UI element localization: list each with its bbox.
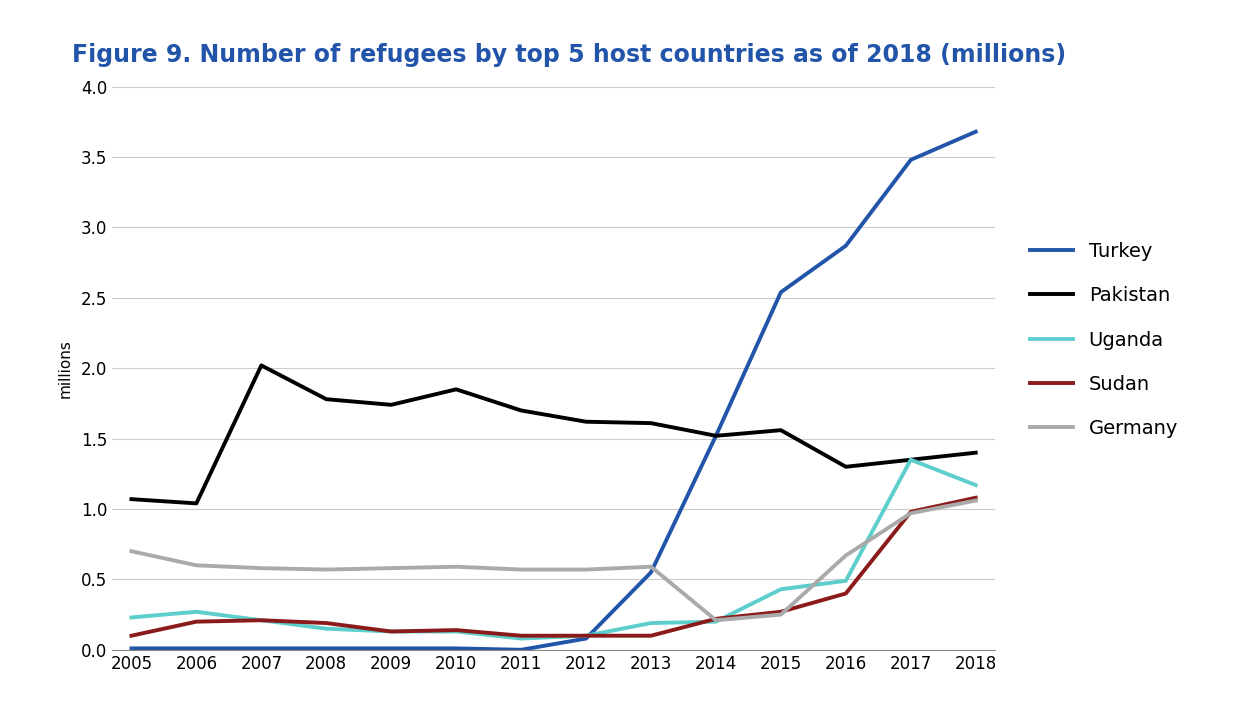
Pakistan xyxy=(968,448,983,457)
Germany xyxy=(383,564,398,573)
Turkey xyxy=(903,155,918,164)
Pakistan xyxy=(903,456,918,464)
Germany xyxy=(709,616,724,625)
Uganda xyxy=(254,616,269,625)
Germany xyxy=(254,564,269,573)
Germany xyxy=(774,610,789,619)
Uganda xyxy=(514,634,529,643)
Germany xyxy=(449,562,464,571)
Line: Germany: Germany xyxy=(132,500,975,620)
Turkey xyxy=(578,634,593,643)
Turkey xyxy=(838,241,853,250)
Turkey xyxy=(774,288,789,297)
Germany xyxy=(643,562,658,571)
Pakistan xyxy=(318,395,333,404)
Sudan xyxy=(124,631,139,640)
Germany xyxy=(903,509,918,518)
Uganda xyxy=(189,607,204,616)
Turkey xyxy=(189,644,204,653)
Line: Sudan: Sudan xyxy=(132,497,975,636)
Sudan xyxy=(383,627,398,636)
Pakistan xyxy=(838,462,853,471)
Sudan xyxy=(514,631,529,640)
Uganda xyxy=(318,625,333,633)
Uganda xyxy=(383,627,398,636)
Germany xyxy=(578,565,593,574)
Uganda xyxy=(903,456,918,464)
Legend: Turkey, Pakistan, Uganda, Sudan, Germany: Turkey, Pakistan, Uganda, Sudan, Germany xyxy=(1023,234,1186,446)
Sudan xyxy=(318,619,333,627)
Line: Uganda: Uganda xyxy=(132,460,975,638)
Uganda xyxy=(709,617,724,626)
Sudan xyxy=(709,614,724,623)
Uganda xyxy=(449,627,464,636)
Sudan xyxy=(838,589,853,598)
Sudan xyxy=(903,508,918,516)
Germany xyxy=(124,547,139,556)
Sudan xyxy=(643,631,658,640)
Pakistan xyxy=(449,385,464,393)
Sudan xyxy=(774,607,789,616)
Uganda xyxy=(774,585,789,593)
Turkey xyxy=(318,644,333,653)
Pakistan xyxy=(254,361,269,370)
Uganda xyxy=(124,613,139,622)
Uganda xyxy=(578,631,593,640)
Sudan xyxy=(968,493,983,502)
Pakistan xyxy=(383,401,398,409)
Uganda xyxy=(643,619,658,627)
Uganda xyxy=(838,576,853,585)
Y-axis label: millions: millions xyxy=(57,339,72,398)
Germany xyxy=(968,496,983,505)
Turkey xyxy=(968,127,983,136)
Sudan xyxy=(254,616,269,625)
Pakistan xyxy=(578,417,593,426)
Turkey xyxy=(643,568,658,577)
Turkey xyxy=(124,644,139,653)
Sudan xyxy=(449,626,464,635)
Germany xyxy=(514,565,529,574)
Pakistan xyxy=(124,495,139,503)
Pakistan xyxy=(709,432,724,440)
Text: Figure 9. Number of refugees by top 5 host countries as of 2018 (millions): Figure 9. Number of refugees by top 5 ho… xyxy=(72,43,1066,66)
Uganda xyxy=(968,481,983,490)
Germany xyxy=(189,561,204,570)
Germany xyxy=(838,551,853,560)
Line: Turkey: Turkey xyxy=(132,131,975,650)
Turkey xyxy=(514,645,529,654)
Pakistan xyxy=(643,419,658,427)
Turkey xyxy=(254,644,269,653)
Pakistan xyxy=(189,499,204,508)
Sudan xyxy=(189,617,204,626)
Turkey xyxy=(449,644,464,653)
Turkey xyxy=(709,432,724,440)
Germany xyxy=(318,565,333,574)
Pakistan xyxy=(514,406,529,414)
Pakistan xyxy=(774,426,789,435)
Sudan xyxy=(578,631,593,640)
Turkey xyxy=(383,644,398,653)
Line: Pakistan: Pakistan xyxy=(132,365,975,503)
